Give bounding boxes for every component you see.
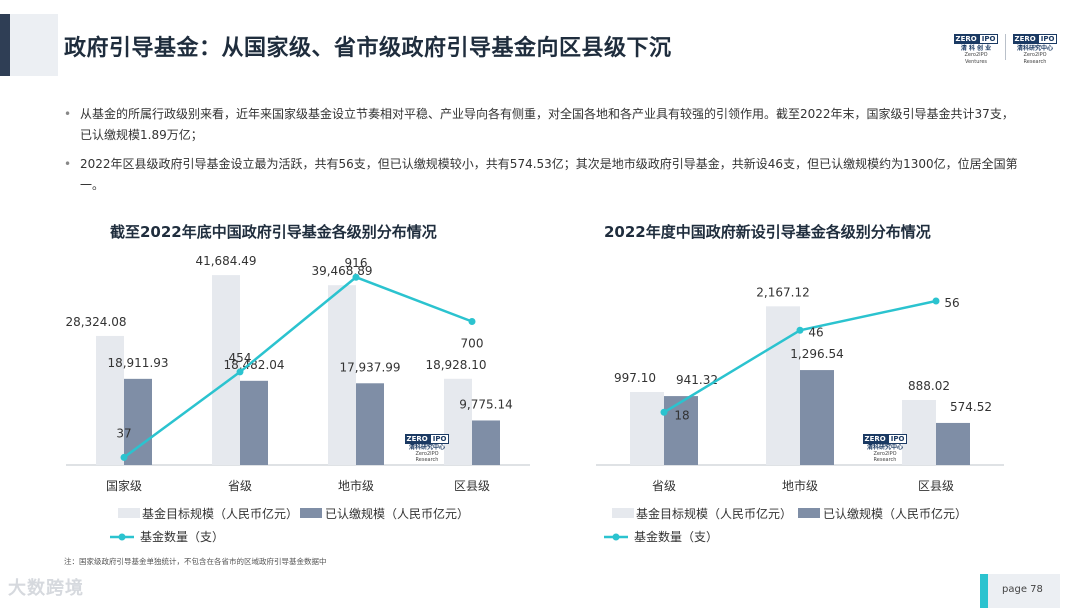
legend-label-subscribed: 已认缴规模（人民币亿元） — [823, 506, 967, 521]
bar-subscribed-scale — [936, 422, 970, 465]
legend-label-fund-count: 基金数量（支） — [140, 529, 224, 544]
bullet-item: 2022年区县级政府引导基金设立最为活跃，共有56支，但已认缴规模较小，共有57… — [64, 154, 1024, 196]
header-accent-bar — [0, 14, 10, 76]
bar-target-scale — [902, 399, 936, 465]
chart-title-cumulative: 截至2022年底中国政府引导基金各级别分布情况 — [110, 223, 437, 241]
bar-subscribed-scale — [124, 378, 152, 465]
footnote: 注：国家级政府引导基金单独统计，不包含在各省市的区域政府引导基金数据中 — [64, 557, 327, 566]
legend-swatch-subscribed — [300, 508, 322, 518]
data-label-target: 2,167.12 — [756, 285, 809, 299]
chart-watermark-logo-2: ZERO IPO 清科研究中心 Zero2IPO Research — [862, 434, 908, 463]
logo-group: ZERO IPO 清 科 创 业 Zero2IPO Ventures ZERO IP… — [953, 34, 1058, 66]
data-label-fund-count: 37 — [116, 426, 131, 440]
data-label-target: 18,928.10 — [425, 358, 486, 372]
point-fund-count — [468, 318, 476, 325]
point-fund-count — [932, 297, 940, 305]
data-label-fund-count: 454 — [229, 351, 252, 365]
page-accent — [980, 574, 988, 608]
category-tick-label: 省级 — [652, 479, 676, 493]
data-label-fund-count: 56 — [944, 296, 959, 310]
data-label-subscribed: 9,775.14 — [459, 397, 512, 411]
legend-swatch-target — [612, 508, 634, 518]
line-fund-count — [123, 275, 473, 459]
category-tick-label: 区县级 — [454, 479, 490, 493]
legend-label-subscribed: 已认缴规模（人民币亿元） — [325, 506, 469, 521]
page-number-box — [980, 574, 1060, 608]
bar-target-scale — [444, 378, 472, 465]
data-label-target: 997.10 — [614, 371, 656, 385]
chart-watermark-logo-1: ZERO IPO 清科研究中心 Zero2IPO Research — [404, 434, 450, 463]
data-label-subscribed: 574.52 — [950, 400, 992, 414]
bar-subscribed-scale — [472, 420, 500, 465]
data-label-subscribed: 18,911.93 — [107, 356, 168, 370]
header-band — [10, 14, 58, 76]
legend-marker-fund-count — [118, 533, 126, 541]
bar-target-scale — [630, 391, 664, 465]
bar-subscribed-scale — [356, 383, 384, 465]
page-number: page 78 — [1002, 584, 1043, 595]
data-label-subscribed: 18,482.04 — [223, 358, 284, 372]
legend-marker-fund-count — [612, 533, 620, 541]
page-title: 政府引导基金：从国家级、省市级政府引导基金向区县级下沉 — [64, 36, 672, 61]
point-fund-count — [796, 326, 804, 334]
bar-target-scale — [212, 275, 240, 465]
bullet-item: 从基金的所属行政级别来看，近年来国家级基金设立节奏相对平稳、产业导向各有侧重，对… — [64, 104, 1024, 146]
data-label-fund-count: 916 — [345, 256, 368, 270]
data-label-subscribed: 17,937.99 — [339, 360, 400, 374]
legend-label-target: 基金目标规模（人民币亿元） — [142, 506, 298, 521]
legend-label-fund-count: 基金数量（支） — [634, 529, 718, 544]
data-label-fund-count: 700 — [461, 337, 484, 351]
zero2ipo-ventures-logo: ZERO IPO 清 科 创 业 Zero2IPO Ventures — [953, 34, 999, 66]
category-tick-label: 省级 — [228, 479, 252, 493]
data-label-fund-count: 46 — [808, 325, 823, 339]
data-label-subscribed: 941.32 — [676, 373, 718, 387]
legend-label-target: 基金目标规模（人民币亿元） — [636, 506, 792, 521]
category-tick-label: 国家级 — [106, 478, 142, 493]
legend-swatch-target — [118, 508, 140, 518]
data-label-fund-count: 18 — [674, 408, 689, 422]
logo-divider — [1005, 34, 1006, 60]
legend-swatch-subscribed — [798, 508, 820, 518]
bar-target-scale — [766, 306, 800, 465]
data-label-target: 888.02 — [908, 379, 950, 393]
bar-target-scale — [96, 335, 124, 465]
bar-subscribed-scale — [800, 370, 834, 465]
bar-subscribed-scale — [664, 396, 698, 465]
category-tick-label: 地市级 — [782, 478, 818, 493]
bar-subscribed-scale — [240, 380, 268, 465]
point-fund-count — [352, 273, 360, 281]
point-fund-count — [120, 453, 128, 461]
summary-bullets: 从基金的所属行政级别来看，近年来国家级基金设立节奏相对平稳、产业导向各有侧重，对… — [64, 104, 1024, 204]
category-tick-label: 地市级 — [338, 478, 374, 493]
data-label-subscribed: 1,296.54 — [790, 347, 843, 361]
zero2ipo-research-logo: ZERO IPO 清科研究中心 Zero2IPO Research — [1012, 34, 1058, 66]
chart-title-2022-new: 2022年度中国政府新设引导基金各级别分布情况 — [604, 223, 931, 241]
bar-target-scale — [328, 285, 356, 465]
point-fund-count — [660, 408, 668, 416]
category-tick-label: 区县级 — [918, 479, 954, 493]
data-label-target: 28,324.08 — [65, 315, 126, 329]
point-fund-count — [236, 368, 244, 376]
watermark-text: 大数跨境 — [8, 578, 84, 599]
data-label-target: 41,684.49 — [195, 254, 256, 268]
